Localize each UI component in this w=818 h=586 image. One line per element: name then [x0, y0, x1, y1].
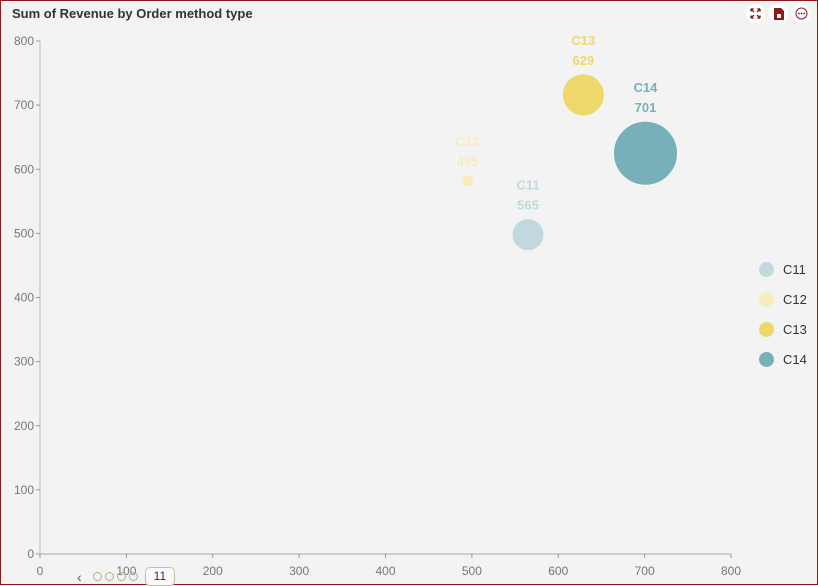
y-tick-label: 100	[14, 483, 34, 497]
y-tick-label: 800	[14, 34, 34, 48]
bubble-name-label: C11	[516, 178, 539, 193]
x-tick-label: 0	[37, 564, 44, 578]
y-tick-label: 300	[14, 355, 34, 369]
y-tick-label: 700	[14, 98, 34, 112]
export-icon	[773, 7, 784, 20]
legend-item-c11[interactable]: C11	[759, 254, 807, 284]
legend-swatch-icon	[759, 321, 774, 337]
legend-swatch-icon	[759, 351, 774, 367]
pager-current-page[interactable]: 11	[144, 567, 176, 586]
x-tick-label: 800	[721, 564, 741, 578]
x-tick-label: 600	[548, 564, 568, 578]
chart-title: Sum of Revenue by Order method type	[12, 6, 253, 21]
pager-dot[interactable]	[116, 572, 126, 581]
legend-item-c12[interactable]: C12	[759, 284, 807, 314]
more-icon	[795, 7, 808, 20]
pager-dot[interactable]	[92, 572, 102, 581]
legend-label: C14	[783, 351, 807, 367]
y-tick-label: 200	[14, 419, 34, 433]
x-tick-label: 300	[289, 564, 309, 578]
pager-prev-icon[interactable]: ‹	[77, 568, 82, 585]
bubble-name-label: C14	[634, 80, 659, 95]
y-tick-label: 0	[27, 547, 34, 561]
x-tick-label: 700	[635, 564, 655, 578]
legend-label: C12	[783, 291, 807, 307]
legend-item-c13[interactable]: C13	[759, 314, 807, 344]
export-button[interactable]	[769, 4, 788, 23]
chart-toolbar	[746, 4, 811, 23]
bubble-value-label: 629	[572, 53, 594, 68]
legend-swatch-icon	[759, 261, 774, 277]
y-tick-label: 400	[14, 291, 34, 305]
bubble-name-label: C13	[571, 33, 595, 48]
bubble-value-label: 701	[635, 100, 657, 115]
expand-icon	[750, 8, 761, 19]
y-tick-label: 600	[14, 162, 34, 176]
pager-dot[interactable]	[104, 572, 114, 581]
expand-button[interactable]	[746, 4, 765, 23]
chart-pager: ‹ 11	[77, 567, 176, 586]
legend-item-c14[interactable]: C14	[759, 344, 807, 374]
more-button[interactable]	[792, 4, 811, 23]
x-tick-label: 200	[203, 564, 223, 578]
x-tick-label: 400	[375, 564, 395, 578]
legend-swatch-icon	[759, 291, 774, 307]
bubble-value-label: 495	[457, 154, 479, 169]
x-tick-label: 500	[462, 564, 482, 578]
chart-legend: C11 C12 C13 C14	[759, 254, 807, 374]
legend-label: C13	[783, 321, 807, 337]
legend-label: C11	[783, 261, 806, 277]
bubble-value-label: 565	[517, 198, 539, 213]
bubble-name-label: C12	[456, 134, 480, 149]
y-tick-label: 500	[14, 226, 34, 240]
pager-dot[interactable]	[128, 572, 138, 581]
